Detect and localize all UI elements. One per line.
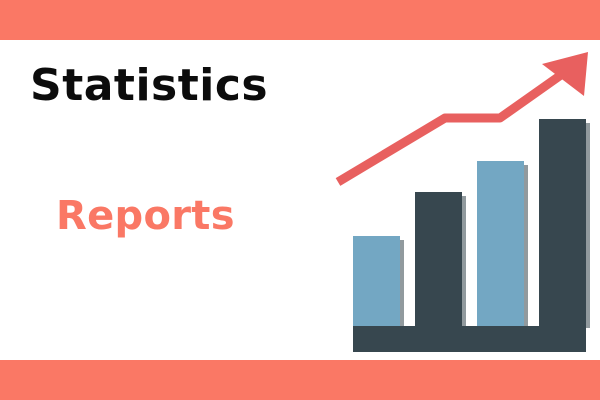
bar-shadow-1 <box>400 240 404 328</box>
headline: Statistics <box>30 60 269 111</box>
top-band <box>0 0 600 40</box>
bar-group <box>353 119 590 328</box>
bottom-band <box>0 360 600 400</box>
bar-shadow-2 <box>462 196 466 328</box>
trend-arrow-line <box>335 66 571 186</box>
chart-base <box>353 326 586 352</box>
bar-4 <box>539 119 586 328</box>
bar-shadow-4 <box>586 123 590 328</box>
rising-bar-chart-icon <box>335 52 590 352</box>
subheadline: Reports <box>56 193 235 239</box>
bar-2 <box>415 192 462 328</box>
bar-shadow-3 <box>524 165 528 328</box>
bar-3 <box>477 161 524 328</box>
bar-1 <box>353 236 400 328</box>
trend-arrow-head <box>542 52 588 96</box>
